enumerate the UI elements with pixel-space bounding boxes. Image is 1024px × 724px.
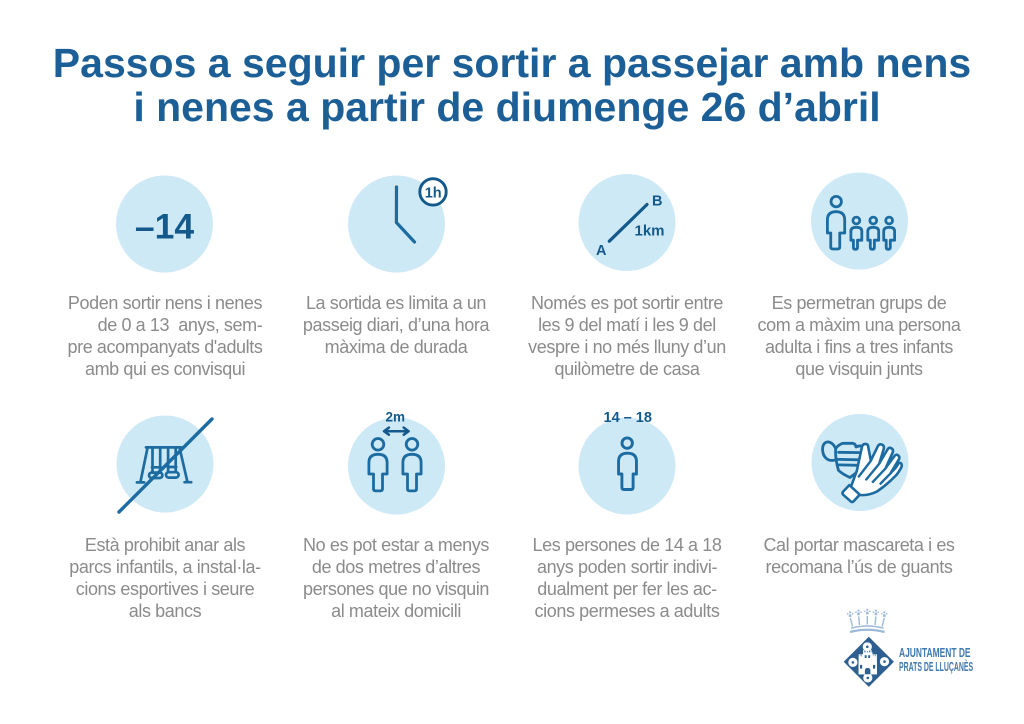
svg-text:PRATS DE LLUÇANÈS: PRATS DE LLUÇANÈS bbox=[899, 659, 973, 675]
svg-text:1km: 1km bbox=[635, 222, 665, 239]
svg-text:B: B bbox=[652, 193, 662, 209]
svg-text:AJUNTAMENT DE: AJUNTAMENT DE bbox=[899, 646, 971, 660]
svg-text:–14: –14 bbox=[135, 206, 194, 246]
svg-text:14 – 18: 14 – 18 bbox=[604, 410, 652, 426]
svg-text:1h: 1h bbox=[425, 186, 442, 202]
svg-text:2m: 2m bbox=[386, 410, 406, 425]
svg-text:A: A bbox=[596, 243, 607, 259]
